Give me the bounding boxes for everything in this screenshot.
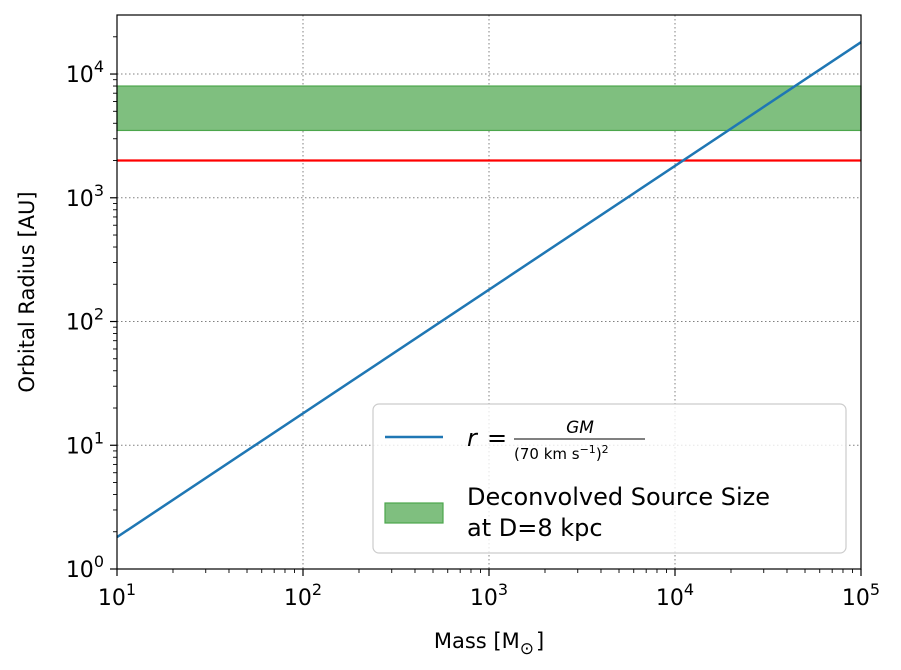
legend-patch-line1: Deconvolved Source Size <box>467 483 770 511</box>
orbital-radius-line <box>116 41 862 539</box>
y-axis-label: Orbital Radius [AU] <box>15 191 39 392</box>
x-tick-label: 102 <box>284 580 322 611</box>
y-tick-label: 104 <box>66 57 104 88</box>
legend-eq-lhs: r <box>467 424 479 452</box>
x-tick-label: 101 <box>98 580 136 611</box>
series-layer <box>116 41 862 539</box>
legend-eq-numerator: GM <box>566 418 594 438</box>
legend-eq-sign: = <box>487 424 507 452</box>
x-axis-label: Mass [M⊙] <box>434 629 544 659</box>
x-tick-label: 103 <box>470 580 508 611</box>
source-size-band <box>116 85 862 132</box>
y-tick-label: 103 <box>66 181 104 212</box>
legend-eq-denominator: (70 km s−1)2 <box>514 443 609 463</box>
ticks <box>110 36 862 576</box>
legend-box <box>372 403 847 554</box>
y-tick-label: 102 <box>66 305 104 336</box>
x-tick-label: 105 <box>842 580 880 611</box>
y-tick-label: 101 <box>66 428 104 459</box>
legend-patch-line2: at D=8 kpc <box>467 514 603 542</box>
x-tick-label: 104 <box>656 580 694 611</box>
y-tick-label: 100 <box>66 552 104 583</box>
legend: r = GM (70 km s−1)2 Deconvolved Source S… <box>372 403 847 554</box>
band-layer <box>116 85 862 132</box>
legend-patch-swatch <box>384 502 444 524</box>
